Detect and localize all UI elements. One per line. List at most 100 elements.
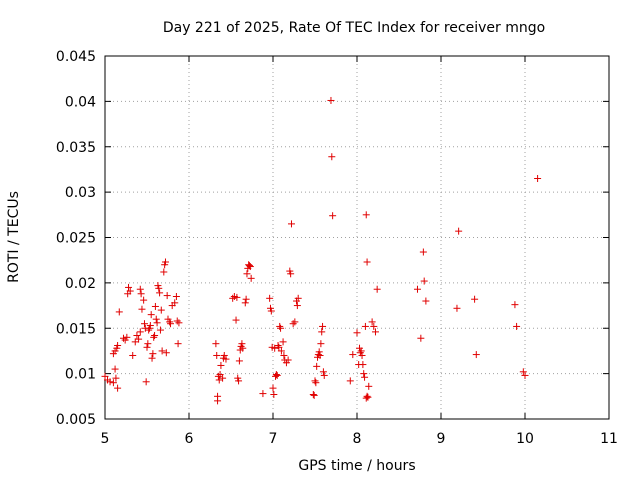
- data-point: [422, 297, 430, 305]
- data-point: [362, 394, 370, 402]
- data-point: [216, 371, 224, 379]
- data-point: [171, 299, 179, 307]
- data-point: [148, 354, 156, 362]
- data-point: [142, 378, 150, 386]
- data-point: [242, 295, 250, 303]
- data-point: [320, 371, 328, 379]
- data-point: [152, 315, 160, 323]
- y-tick-label: 0.04: [65, 94, 96, 110]
- data-point: [349, 351, 357, 359]
- data-point: [287, 270, 295, 278]
- data-point: [161, 258, 169, 266]
- data-point: [175, 319, 183, 327]
- data-point: [357, 347, 365, 355]
- data-point: [521, 371, 529, 379]
- data-point: [419, 248, 427, 256]
- data-point: [273, 371, 281, 379]
- data-point: [318, 328, 326, 336]
- data-point: [364, 393, 372, 401]
- data-point: [153, 319, 161, 327]
- data-point: [319, 322, 327, 330]
- data-point: [519, 368, 527, 376]
- data-point: [346, 377, 354, 385]
- data-point: [155, 284, 163, 292]
- data-point: [163, 292, 171, 300]
- data-point: [140, 296, 148, 304]
- data-point: [266, 294, 274, 302]
- data-point: [220, 351, 228, 359]
- data-point: [362, 211, 370, 219]
- data-point: [126, 287, 134, 295]
- data-point: [363, 392, 371, 400]
- data-point: [157, 306, 165, 314]
- data-point: [149, 350, 157, 358]
- data-point: [138, 305, 146, 313]
- y-tick-label: 0.025: [56, 231, 96, 247]
- data-point: [137, 290, 145, 298]
- data-point: [172, 292, 180, 300]
- x-tick-label: 9: [437, 431, 446, 447]
- data-point: [294, 294, 302, 302]
- data-point: [238, 340, 246, 348]
- data-point: [235, 357, 243, 365]
- data-point: [327, 96, 335, 104]
- data-point: [129, 351, 137, 359]
- data-point: [413, 285, 421, 293]
- chart-title: Day 221 of 2025, Rate Of TEC Index for r…: [163, 20, 545, 36]
- data-point: [233, 293, 241, 301]
- data-point: [317, 340, 325, 348]
- data-point: [245, 261, 253, 269]
- data-point: [269, 384, 277, 392]
- data-point: [259, 390, 267, 398]
- data-point: [146, 322, 154, 330]
- y-tick-label: 0.01: [65, 367, 96, 383]
- data-point: [245, 262, 253, 270]
- data-point: [453, 304, 461, 312]
- data-point: [511, 301, 519, 309]
- data-point: [147, 311, 155, 319]
- data-point: [144, 340, 152, 348]
- data-point: [114, 341, 122, 349]
- data-point: [125, 283, 133, 291]
- data-point: [329, 212, 337, 220]
- data-point: [472, 351, 480, 359]
- data-point: [373, 285, 381, 293]
- data-point: [151, 332, 159, 340]
- data-point: [101, 372, 109, 380]
- data-point: [420, 277, 428, 285]
- data-point: [213, 351, 221, 359]
- data-point: [247, 274, 255, 282]
- data-point: [311, 377, 319, 385]
- x-tick-label: 8: [353, 431, 362, 447]
- data-point: [156, 289, 164, 297]
- data-point: [222, 355, 230, 363]
- data-point: [239, 344, 247, 352]
- data-point: [136, 285, 144, 293]
- data-point: [109, 379, 117, 387]
- data-point: [368, 318, 376, 326]
- data-point: [360, 370, 368, 378]
- y-tick-label: 0.045: [56, 49, 96, 65]
- data-point: [280, 351, 288, 359]
- y-tick-label: 0.02: [65, 276, 96, 292]
- data-point: [361, 322, 369, 330]
- y-tick-label: 0.005: [56, 412, 96, 428]
- data-point: [151, 302, 159, 310]
- data-point: [123, 333, 131, 341]
- data-point: [243, 270, 251, 278]
- data-point: [353, 329, 361, 337]
- data-point: [370, 322, 378, 330]
- y-axis-label: ROTI / TECUs: [6, 191, 22, 283]
- data-point: [291, 318, 299, 326]
- data-point: [287, 220, 295, 228]
- data-point: [310, 391, 318, 399]
- data-point: [115, 308, 123, 316]
- data-point: [365, 382, 373, 390]
- data-point: [173, 317, 181, 325]
- data-point: [246, 263, 254, 271]
- data-point: [167, 320, 175, 328]
- grid-layer: [105, 56, 609, 419]
- data-point: [158, 347, 166, 355]
- data-point: [135, 335, 143, 343]
